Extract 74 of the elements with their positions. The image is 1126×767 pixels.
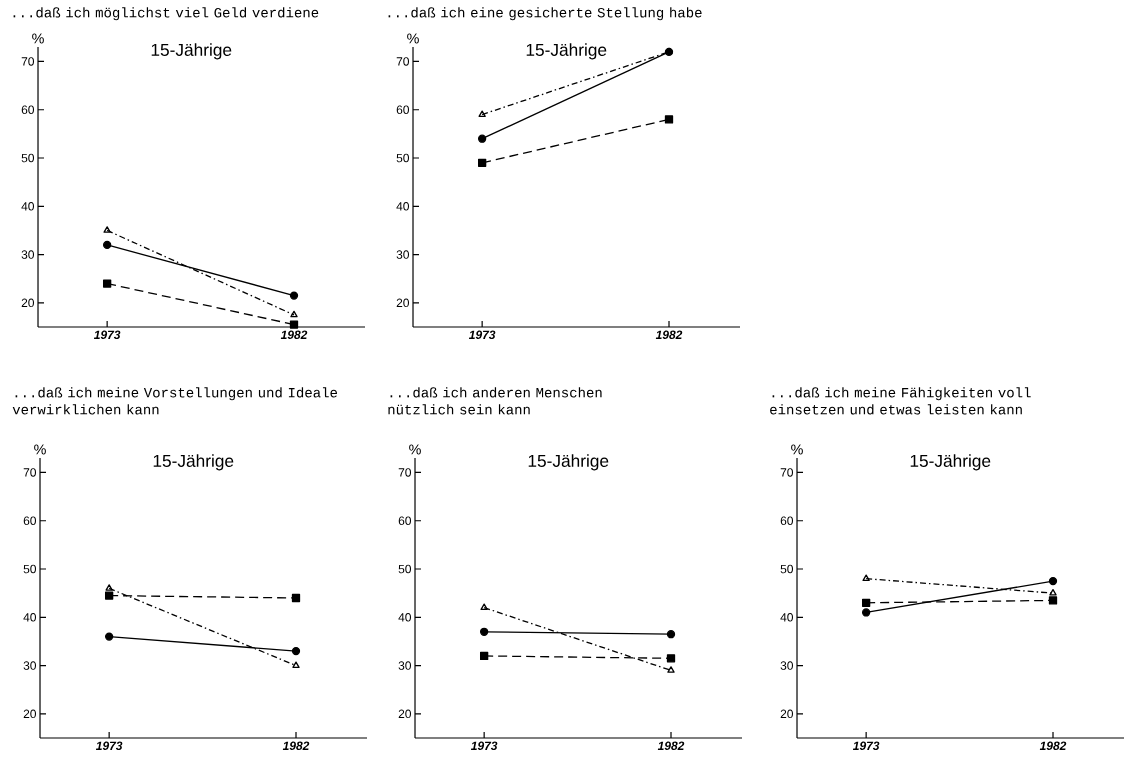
chart-title: ...daß ich eine gesicherte Stellung habe bbox=[388, 7, 702, 21]
y-tick-label: 50 bbox=[23, 564, 37, 574]
y-axis-title: % bbox=[409, 444, 421, 455]
y-axis-title: % bbox=[34, 444, 46, 455]
y-tick-label: 70 bbox=[21, 57, 35, 66]
point bbox=[105, 591, 114, 600]
y-tick-label: 70 bbox=[396, 57, 410, 66]
point bbox=[478, 134, 487, 143]
y-axis-title: % bbox=[32, 33, 44, 44]
y-axis-title: % bbox=[407, 33, 419, 44]
y-tick-label: 40 bbox=[396, 202, 410, 211]
chart-title: ...daß ich möglichst viel Geld verdiene bbox=[13, 7, 319, 21]
y-tick-label: 40 bbox=[398, 613, 412, 622]
point bbox=[480, 651, 489, 661]
point bbox=[664, 115, 674, 124]
y-tick-label: 20 bbox=[396, 298, 410, 308]
chart-subtitle: 15-Jährige bbox=[151, 43, 232, 60]
y-tick-label: 60 bbox=[398, 516, 412, 525]
y-tick-label: 70 bbox=[780, 468, 794, 477]
point bbox=[103, 279, 112, 288]
y-tick-label: 30 bbox=[23, 661, 37, 670]
y-tick-label: 60 bbox=[780, 516, 794, 525]
chart-title: ...daß ich anderen Menschen nützlich sein kann bbox=[388, 387, 602, 415]
point bbox=[291, 646, 301, 656]
x-tick-label: 1982 bbox=[282, 741, 310, 751]
y-tick-label: 30 bbox=[398, 661, 412, 670]
y-tick-label: 60 bbox=[21, 105, 35, 114]
chart-subtitle: 15-Jährige bbox=[526, 43, 607, 60]
y-tick-label: 50 bbox=[780, 564, 794, 574]
y-tick-label: 30 bbox=[396, 250, 410, 259]
y-tick-label: 20 bbox=[21, 298, 35, 308]
chart-subtitle: 15-Jährige bbox=[910, 454, 991, 471]
x-tick-label: 1982 bbox=[1039, 741, 1067, 751]
y-tick-label: 50 bbox=[396, 153, 410, 163]
x-tick-label: 1973 bbox=[470, 741, 498, 751]
y-tick-label: 40 bbox=[23, 613, 37, 622]
chart-subtitle: 15-Jährige bbox=[528, 454, 609, 471]
y-tick-label: 40 bbox=[780, 613, 794, 622]
x-tick-label: 1973 bbox=[852, 741, 880, 751]
chart-subtitle: 15-Jährige bbox=[153, 454, 234, 471]
point bbox=[289, 291, 299, 300]
x-tick-label: 1982 bbox=[655, 330, 683, 340]
x-tick-label: 1973 bbox=[93, 330, 121, 340]
y-tick-label: 70 bbox=[23, 468, 37, 477]
point bbox=[862, 598, 871, 607]
point bbox=[478, 158, 487, 167]
chart-title: ...daß ich meine Fähigkeiten voll einsetzen und etwas leisten kann bbox=[770, 387, 1031, 415]
y-tick-label: 50 bbox=[398, 564, 412, 574]
x-tick-label: 1973 bbox=[95, 741, 123, 751]
y-tick-label: 20 bbox=[398, 709, 412, 719]
point bbox=[862, 608, 871, 617]
y-axis-title: % bbox=[791, 444, 803, 455]
y-tick-label: 50 bbox=[21, 153, 35, 163]
y-tick-label: 40 bbox=[21, 202, 35, 211]
y-tick-label: 60 bbox=[23, 516, 37, 525]
point bbox=[1048, 596, 1058, 605]
y-tick-label: 20 bbox=[780, 709, 794, 719]
x-tick-label: 1982 bbox=[657, 741, 685, 751]
y-tick-label: 70 bbox=[398, 468, 412, 477]
point bbox=[289, 320, 299, 329]
point bbox=[666, 630, 676, 639]
point bbox=[1048, 576, 1058, 586]
point bbox=[666, 654, 676, 663]
x-tick-label: 1973 bbox=[468, 330, 496, 340]
y-tick-label: 20 bbox=[23, 709, 37, 719]
chart-title: ...daß ich meine Vorstellungen und Ideale verwirklichen kann bbox=[12, 387, 338, 415]
point bbox=[291, 593, 301, 603]
point bbox=[105, 632, 114, 641]
x-tick-label: 1982 bbox=[280, 330, 308, 340]
point bbox=[103, 240, 112, 250]
y-tick-label: 60 bbox=[396, 105, 410, 114]
y-tick-label: 30 bbox=[21, 250, 35, 259]
y-tick-label: 30 bbox=[780, 661, 794, 670]
point bbox=[480, 627, 489, 636]
